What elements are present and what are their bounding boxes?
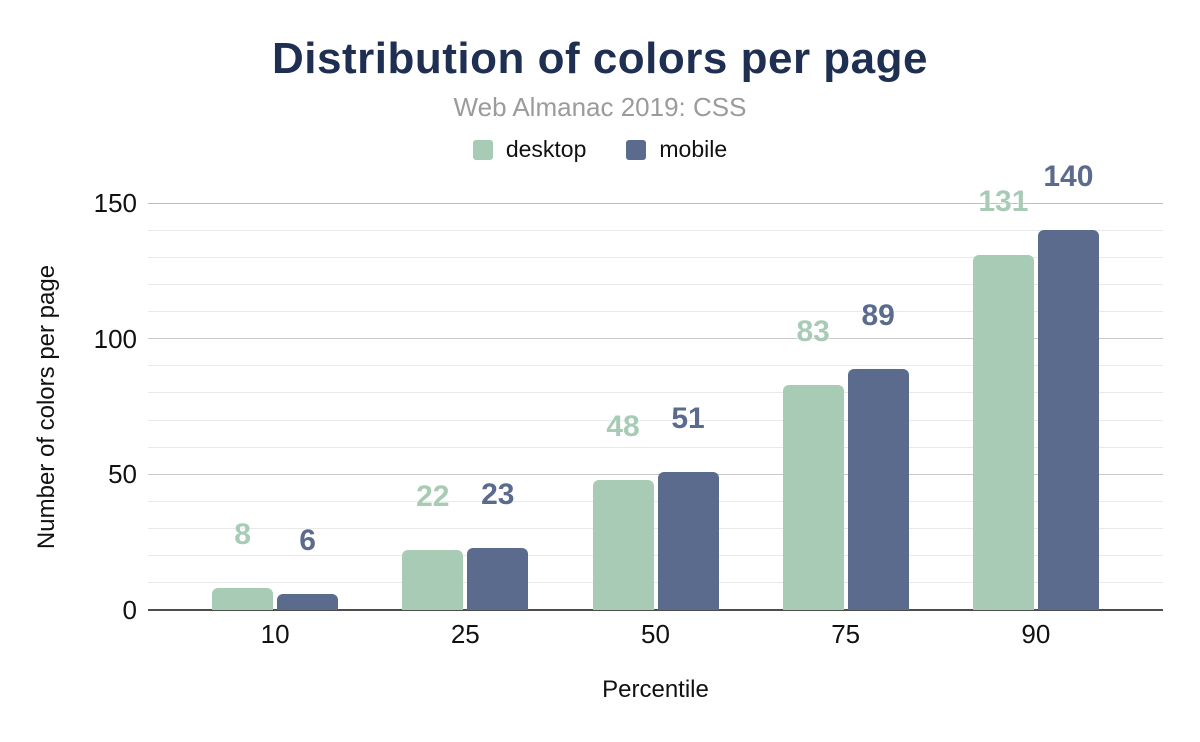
x-tick-label-10: 10 <box>260 619 290 649</box>
x-axis-title: Percentile <box>602 676 709 703</box>
bar-value-label-mobile-p10: 6 <box>299 523 316 557</box>
gridline-minor <box>148 500 1163 502</box>
gridline-minor <box>148 392 1163 394</box>
x-tick-label-75: 75 <box>831 619 861 649</box>
bar-desktop-p10[interactable] <box>212 588 274 610</box>
legend-label-desktop: desktop <box>505 136 587 162</box>
gridline-minor <box>148 311 1163 313</box>
bar-desktop-p90[interactable] <box>972 254 1034 610</box>
gridline-minor <box>148 256 1163 258</box>
chart-subtitle: Web Almanac 2019: CSS <box>453 92 747 122</box>
y-tick-label: 50 <box>108 459 137 490</box>
bar-value-label-mobile-p25: 23 <box>481 477 515 511</box>
y-tick-label: 0 <box>122 595 137 625</box>
bar-mobile-p50[interactable] <box>657 471 719 610</box>
bar-mobile-p75[interactable] <box>847 368 909 610</box>
bar-value-label-desktop-p10: 8 <box>234 518 251 552</box>
gridline-minor <box>148 528 1163 530</box>
gridline-major <box>148 338 1163 340</box>
legend-swatch-desktop <box>472 139 493 160</box>
gridline-minor <box>148 582 1163 584</box>
legend-item-mobile[interactable]: mobile <box>626 136 727 163</box>
gridline-minor <box>148 555 1163 557</box>
gridline-major <box>148 202 1163 204</box>
gridline-minor <box>148 283 1163 285</box>
bar-value-label-mobile-p90: 140 <box>1043 160 1094 194</box>
bar-desktop-p25[interactable] <box>402 550 464 610</box>
bar-value-label-mobile-p75: 89 <box>861 298 895 332</box>
chart-title: Distribution of colors per page <box>272 34 928 83</box>
legend-item-desktop[interactable]: desktop <box>472 136 587 163</box>
x-tick-label-25: 25 <box>450 619 480 649</box>
bar-desktop-p75[interactable] <box>782 384 844 610</box>
x-tick-label-50: 50 <box>641 619 670 649</box>
plot-area: 8 6 22 23 48 51 83 89 131 140 <box>148 162 1163 611</box>
y-axis-title: Number of colors per page <box>33 264 60 550</box>
legend: desktop mobile <box>0 136 1200 163</box>
y-tick-label: 150 <box>93 188 137 218</box>
bar-value-label-desktop-p25: 22 <box>416 480 450 514</box>
x-tick-label-90: 90 <box>1021 619 1051 649</box>
bar-mobile-p90[interactable] <box>1037 230 1099 610</box>
y-tick-label: 100 <box>93 323 137 354</box>
bar-value-label-desktop-p75: 83 <box>796 314 830 348</box>
legend-swatch-mobile <box>626 139 647 160</box>
bar-value-label-desktop-p50: 48 <box>606 409 640 443</box>
bar-mobile-p10[interactable] <box>277 593 339 610</box>
gridline-minor <box>148 229 1163 231</box>
x-axis-line <box>148 609 1163 611</box>
bar-mobile-p25[interactable] <box>467 547 529 610</box>
bar-desktop-p50[interactable] <box>592 479 654 610</box>
legend-label-mobile: mobile <box>659 136 728 162</box>
gridline-minor <box>148 365 1163 367</box>
gridline-major <box>148 473 1163 475</box>
gridline-minor <box>148 419 1163 421</box>
gridline-minor <box>148 446 1163 448</box>
